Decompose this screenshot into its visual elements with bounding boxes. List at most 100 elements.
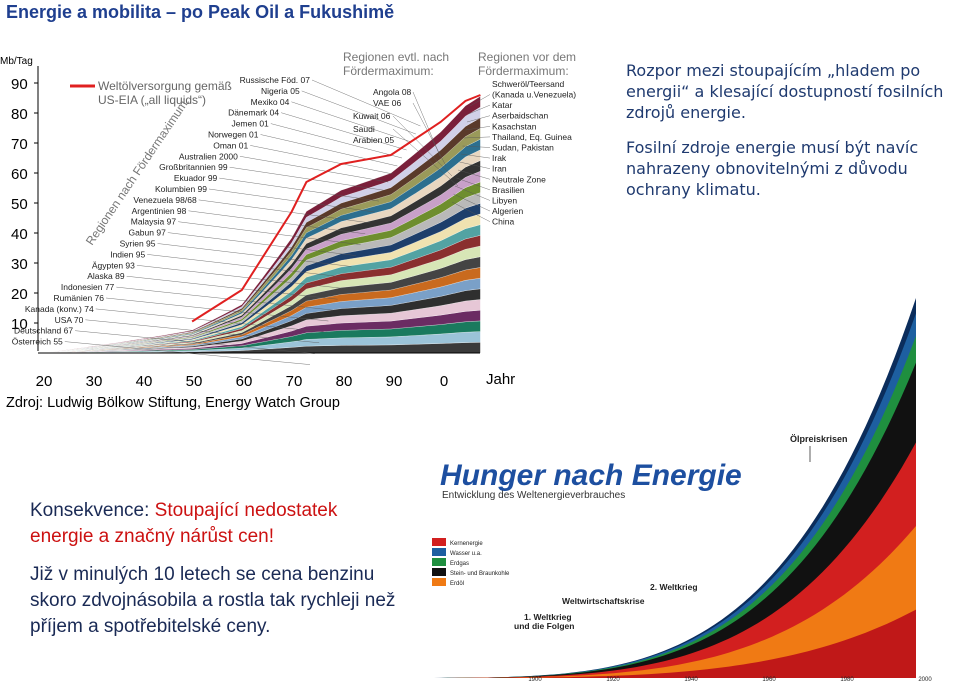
x-tick-8: 0 bbox=[440, 373, 448, 390]
peaked-region-label-12: Argentinien 98 bbox=[132, 206, 187, 216]
peaked-leader-16 bbox=[147, 254, 347, 278]
peak-oil-chart: 10 20 30 40 50 60 70 80 90 20 30 40 50 60 70 80 90 0 Mb/… bbox=[0, 50, 576, 390]
possible-leader-2 bbox=[392, 115, 453, 177]
legend-label-0: Kernenergie bbox=[450, 541, 483, 547]
peaked-leader-5 bbox=[260, 134, 398, 167]
y-tick-4: 50 bbox=[11, 196, 28, 213]
pre-peak-leader-6 bbox=[460, 153, 491, 159]
peaked-region-label-21: Kanada (konv.) 74 bbox=[25, 304, 94, 314]
world-supply-legend: Weltölversorgung gemäß US-EIA („all liqui… bbox=[98, 79, 232, 107]
possible-leader-3 bbox=[392, 128, 459, 187]
area-kohle bbox=[420, 362, 916, 678]
peaked-leader-6 bbox=[250, 145, 393, 175]
x-tick-6: 80 bbox=[336, 373, 353, 390]
peaked-region-label-8: Großbritannien 99 bbox=[159, 162, 228, 172]
legend-swatch-2 bbox=[432, 558, 446, 566]
chart2-subtitle: Entwicklung des Weltenergieverbrauches bbox=[442, 490, 625, 501]
annotation-2: Weltwirtschaftskrise bbox=[562, 596, 645, 606]
legend-swatch-0 bbox=[432, 538, 446, 546]
pre-peak-leader-7 bbox=[459, 161, 491, 169]
y-tick-3: 40 bbox=[11, 226, 28, 243]
slide-title: Energie a mobilita – po Peak Oil a Fukus… bbox=[6, 2, 395, 22]
y-tick-2: 30 bbox=[11, 256, 28, 273]
chart2-annotations: Ölpreiskrisen 2. Weltkrieg Weltwirtschafts… bbox=[514, 434, 848, 631]
pre-peak-label-11: Algerien bbox=[492, 206, 523, 216]
peaked-leader-24 bbox=[64, 341, 311, 365]
chart2-legend: Kernenergie Wasser u.a. Erdgas Stein- und B… bbox=[432, 538, 510, 587]
chart2-x-tick-5: 2000 bbox=[918, 677, 932, 682]
peaked-region-label-15: Syrien 95 bbox=[120, 239, 156, 249]
peaked-region-label-3: Dänemark 04 bbox=[228, 108, 279, 118]
chart2-x-tick-2: 1940 bbox=[684, 677, 698, 682]
chart2-x-ticks: 1900 1920 1940 1960 1980 2000 bbox=[528, 677, 932, 682]
right-paragraph-1: Rozpor mezi stoupajícím „hladem po energ… bbox=[626, 61, 944, 122]
peaked-leader-8 bbox=[229, 167, 384, 191]
pre-peak-region-labels: Schweröl/Teersand (Kanada u.Venezuela)Kat… bbox=[451, 79, 576, 227]
peaked-region-label-23: Deutschland 67 bbox=[14, 326, 73, 336]
peaked-leader-2 bbox=[291, 101, 412, 143]
pre-peak-label-4: Thailand, Eq. Guinea bbox=[492, 132, 572, 142]
y-tick-1: 20 bbox=[11, 286, 28, 303]
peaked-region-label-5: Norwegen 01 bbox=[208, 130, 259, 140]
pre-peak-leader-12 bbox=[451, 201, 491, 222]
legend-swatch-1 bbox=[432, 548, 446, 556]
energy-hunger-chart: Hunger nach Energie Entwicklung des Welt… bbox=[420, 298, 932, 682]
peaked-region-label-2: Mexiko 04 bbox=[251, 97, 290, 107]
peaked-region-label-7: Australien 2000 bbox=[179, 151, 238, 161]
peaked-leader-15 bbox=[157, 243, 352, 267]
peaked-region-label-16: Indien 95 bbox=[110, 249, 145, 259]
x-tick-labels: 20 30 40 50 60 70 80 90 0 bbox=[36, 373, 449, 390]
possible-region-label-2: Kuwait 06 bbox=[353, 111, 391, 121]
possible-region-label-1: VAE 06 bbox=[373, 98, 401, 108]
pre-peak-leader-4 bbox=[463, 136, 491, 139]
energy-stacked-areas bbox=[420, 298, 916, 678]
pre-peak-label-2: Aserbaidschan bbox=[492, 111, 549, 121]
x-tick-1: 30 bbox=[86, 373, 103, 390]
pre-peak-label-0: Schweröl/Teersand (Kanada u.Venezuela) bbox=[492, 79, 576, 100]
peaked-region-label-24: Österreich 55 bbox=[12, 337, 63, 347]
peaked-leader-10 bbox=[208, 188, 375, 213]
pre-peak-label-1: Katar bbox=[492, 100, 512, 110]
legend-label-3: Stein- und Braunkohle bbox=[450, 571, 510, 577]
area-base bbox=[420, 609, 916, 678]
pre-peak-leader-5 bbox=[462, 145, 491, 148]
x-tick-7: 90 bbox=[386, 373, 403, 390]
possible-region-label-3: Saudi Arabien 05 bbox=[353, 124, 394, 145]
y-tick-8: 90 bbox=[11, 76, 28, 93]
petrol-price-paragraph: Již v minulých 10 letech se cena benzinu… bbox=[30, 564, 396, 637]
peaked-region-label-17: Ägypten 93 bbox=[92, 260, 135, 270]
x-axis-label: Jahr bbox=[486, 371, 516, 388]
x-tick-0: 20 bbox=[36, 373, 53, 390]
pre-peak-label-8: Neutrale Zone bbox=[492, 174, 546, 184]
chart2-x-tick-0: 1900 bbox=[528, 677, 542, 682]
pre-peak-leader-8 bbox=[457, 169, 491, 180]
x-tick-4: 60 bbox=[236, 373, 253, 390]
consequence-highlight: Stoupající nedostatek energie a značný n… bbox=[30, 500, 338, 547]
source-note: Zdroj: Ludwig Bölkow Stiftung, Energy Wa… bbox=[6, 395, 340, 411]
x-tick-3: 50 bbox=[186, 373, 203, 390]
area-erdoel bbox=[420, 526, 916, 678]
annotation-3: 1. Weltkrieg und die Folgen bbox=[514, 612, 574, 631]
peaked-region-label-14: Gabun 97 bbox=[128, 228, 166, 238]
pre-peak-leader-9 bbox=[456, 177, 491, 191]
y-tick-0: 10 bbox=[11, 316, 28, 333]
peaked-leader-4 bbox=[270, 123, 403, 159]
peaked-leader-7 bbox=[239, 156, 389, 183]
peaked-leader-21 bbox=[95, 308, 324, 333]
peaked-region-label-20: Rumänien 76 bbox=[53, 293, 104, 303]
chart2-title: Hunger nach Energie bbox=[440, 459, 742, 492]
peaked-leader-1 bbox=[301, 90, 416, 135]
world-supply-line bbox=[191, 94, 481, 323]
peaked-leader-19 bbox=[116, 286, 334, 311]
peaked-region-label-10: Kolumbien 99 bbox=[155, 184, 207, 194]
pre-peak-label-7: Iran bbox=[492, 164, 507, 174]
peaked-region-label-0: Russische Föd. 07 bbox=[240, 75, 311, 85]
peaked-leader-13 bbox=[178, 221, 361, 245]
peaked-leader-9 bbox=[219, 177, 380, 202]
y-tick-7: 80 bbox=[11, 106, 28, 123]
peaked-leader-20 bbox=[105, 297, 329, 322]
pre-peak-leader-3 bbox=[465, 126, 491, 131]
pre-peak-label-5: Sudan, Pakistan bbox=[492, 143, 554, 153]
